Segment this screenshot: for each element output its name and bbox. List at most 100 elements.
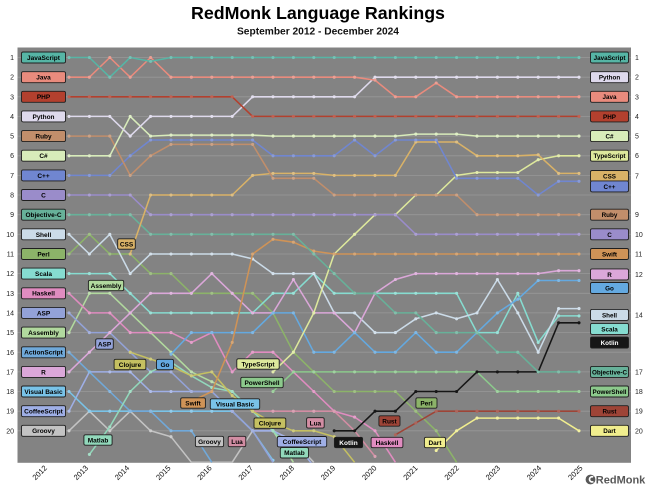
svg-text:ASP: ASP bbox=[98, 341, 112, 348]
svg-text:Scala: Scala bbox=[35, 271, 52, 278]
svg-text:Rust: Rust bbox=[603, 409, 618, 416]
svg-text:Haskell: Haskell bbox=[32, 291, 55, 298]
svg-text:13: 13 bbox=[6, 291, 14, 298]
svg-text:2: 2 bbox=[10, 75, 14, 82]
svg-text:Python: Python bbox=[599, 75, 620, 82]
svg-text:8: 8 bbox=[10, 193, 14, 200]
svg-text:PowerShell: PowerShell bbox=[244, 380, 279, 387]
svg-text:19: 19 bbox=[635, 409, 643, 416]
svg-text:Clojure: Clojure bbox=[259, 421, 282, 428]
svg-text:Lua: Lua bbox=[310, 420, 322, 427]
svg-text:TypeScript: TypeScript bbox=[241, 361, 275, 368]
svg-text:14: 14 bbox=[635, 312, 643, 319]
svg-text:CSS: CSS bbox=[120, 241, 134, 248]
svg-text:CSS: CSS bbox=[603, 173, 616, 180]
svg-text:7: 7 bbox=[635, 174, 639, 181]
svg-text:4: 4 bbox=[635, 114, 639, 121]
svg-text:1: 1 bbox=[10, 55, 14, 62]
svg-text:PowerShell: PowerShell bbox=[593, 389, 627, 396]
svg-text:Clojure: Clojure bbox=[119, 362, 142, 369]
svg-text:5: 5 bbox=[10, 134, 14, 141]
svg-text:Java: Java bbox=[36, 75, 51, 82]
svg-text:16: 16 bbox=[6, 350, 14, 357]
svg-text:C++: C++ bbox=[604, 184, 616, 191]
svg-text:18: 18 bbox=[6, 389, 14, 396]
svg-text:Ruby: Ruby bbox=[602, 212, 618, 219]
svg-text:Matlab: Matlab bbox=[88, 437, 109, 444]
svg-text:R: R bbox=[607, 272, 612, 279]
svg-text:Objective-C: Objective-C bbox=[592, 369, 627, 376]
svg-text:ASP: ASP bbox=[37, 310, 51, 317]
svg-text:September 2012 - December 2024: September 2012 - December 2024 bbox=[237, 27, 399, 38]
svg-text:3: 3 bbox=[10, 94, 14, 101]
svg-text:10: 10 bbox=[6, 232, 14, 239]
svg-text:Matlab: Matlab bbox=[284, 450, 305, 457]
svg-text:Java: Java bbox=[602, 94, 617, 101]
svg-text:Python: Python bbox=[32, 114, 54, 121]
svg-text:15: 15 bbox=[6, 330, 14, 337]
svg-text:RedMonk Language Rankings: RedMonk Language Rankings bbox=[191, 3, 445, 23]
svg-text:20: 20 bbox=[635, 428, 643, 435]
svg-text:Groovy: Groovy bbox=[198, 439, 221, 446]
svg-text:18: 18 bbox=[635, 389, 643, 396]
svg-text:C++: C++ bbox=[37, 173, 49, 180]
svg-text:4: 4 bbox=[10, 114, 14, 121]
svg-text:Swift: Swift bbox=[185, 400, 201, 407]
svg-text:17: 17 bbox=[635, 369, 643, 376]
svg-text:6: 6 bbox=[635, 153, 639, 160]
svg-text:Go: Go bbox=[160, 362, 169, 369]
svg-text:Assembly: Assembly bbox=[28, 330, 59, 337]
svg-text:17: 17 bbox=[6, 369, 14, 376]
svg-text:6: 6 bbox=[10, 153, 14, 160]
svg-text:JavaScript: JavaScript bbox=[27, 55, 61, 62]
svg-text:Lua: Lua bbox=[231, 439, 243, 446]
svg-text:Ruby: Ruby bbox=[35, 134, 52, 141]
svg-text:12: 12 bbox=[6, 271, 14, 278]
svg-text:C#: C# bbox=[605, 134, 614, 141]
svg-text:C#: C# bbox=[39, 153, 48, 160]
svg-text:CoffeeScript: CoffeeScript bbox=[283, 439, 322, 446]
svg-text:CoffeeScript: CoffeeScript bbox=[24, 409, 63, 416]
svg-text:R: R bbox=[41, 369, 46, 376]
svg-text:9: 9 bbox=[10, 212, 14, 219]
svg-text:Visual Basic: Visual Basic bbox=[216, 401, 255, 408]
svg-text:Perl: Perl bbox=[420, 400, 432, 407]
svg-text:PHP: PHP bbox=[603, 114, 616, 121]
svg-text:Go: Go bbox=[605, 285, 614, 292]
svg-text:5: 5 bbox=[635, 134, 639, 141]
svg-text:20: 20 bbox=[6, 428, 14, 435]
svg-text:11: 11 bbox=[7, 252, 14, 259]
svg-text:Rust: Rust bbox=[382, 418, 397, 425]
svg-text:11: 11 bbox=[635, 252, 642, 259]
svg-text:RedMonk: RedMonk bbox=[596, 475, 646, 487]
svg-text:Dart: Dart bbox=[428, 440, 442, 447]
svg-text:Dart: Dart bbox=[603, 428, 616, 435]
svg-text:C: C bbox=[41, 192, 46, 199]
svg-text:14: 14 bbox=[6, 310, 14, 317]
svg-text:9: 9 bbox=[635, 212, 639, 219]
svg-text:Shell: Shell bbox=[36, 232, 52, 239]
svg-text:Shell: Shell bbox=[602, 312, 617, 319]
svg-text:Scala: Scala bbox=[601, 326, 618, 333]
svg-text:7: 7 bbox=[10, 173, 14, 180]
svg-text:1: 1 bbox=[635, 55, 639, 62]
svg-text:Groovy: Groovy bbox=[32, 428, 55, 435]
svg-text:Kotlin: Kotlin bbox=[601, 340, 619, 347]
svg-text:10: 10 bbox=[635, 232, 643, 239]
svg-text:Objective-C: Objective-C bbox=[25, 212, 61, 219]
svg-text:2: 2 bbox=[635, 75, 639, 82]
svg-text:Perl: Perl bbox=[37, 251, 49, 258]
svg-text:TypeScript: TypeScript bbox=[593, 153, 626, 160]
svg-text:PHP: PHP bbox=[37, 94, 51, 101]
svg-text:ActionScript: ActionScript bbox=[24, 350, 63, 357]
svg-text:Kotlin: Kotlin bbox=[339, 440, 357, 447]
svg-text:19: 19 bbox=[6, 409, 14, 416]
svg-text:Haskell: Haskell bbox=[376, 440, 399, 447]
svg-text:Swift: Swift bbox=[602, 251, 618, 258]
svg-text:12: 12 bbox=[635, 272, 643, 279]
svg-text:3: 3 bbox=[635, 94, 639, 101]
svg-text:Assembly: Assembly bbox=[91, 283, 122, 290]
svg-text:Visual Basic: Visual Basic bbox=[24, 389, 63, 396]
svg-text:C: C bbox=[607, 232, 612, 239]
svg-text:JavaScript: JavaScript bbox=[594, 55, 627, 62]
